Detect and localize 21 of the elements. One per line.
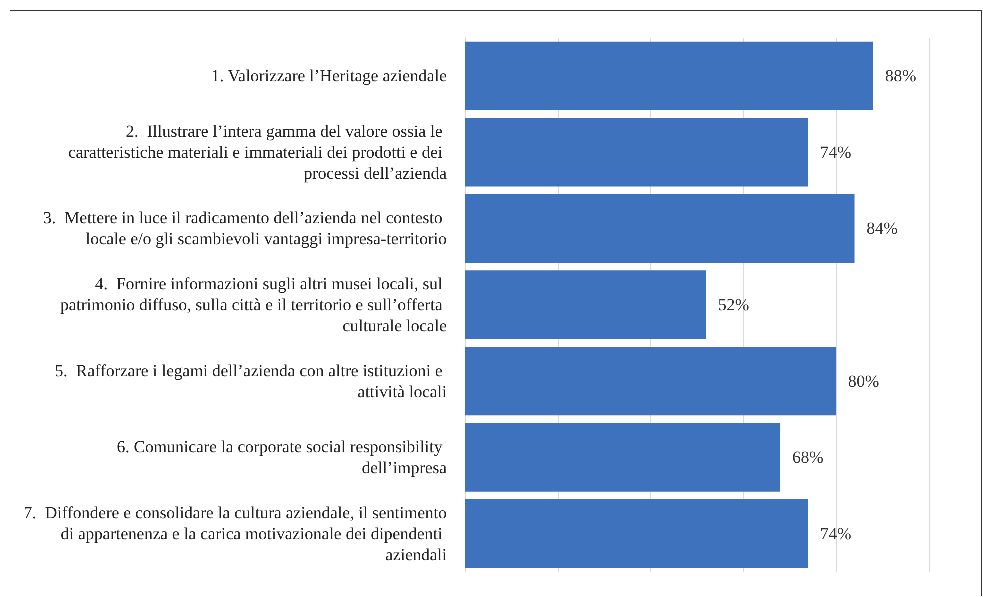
y-tick-label: 5. Rafforzare i legami dell’azienda con altre istituzioni e attività locali [55, 361, 448, 402]
y-tick-label: 1. Valorizzare l’Heritage aziendale [211, 66, 447, 86]
bar [465, 118, 808, 187]
y-tick-label: 7. Diffondere e consolidare la cultura aziendale, il sentimento di appartenenza e la carica motivazionale dei dipendenti aziendali [24, 503, 448, 564]
data-label: 80% [848, 372, 880, 391]
y-tick-label: 2. Illustrare l’intera gamma del valore ossia le caratteristiche materiali e immateriali dei prodotti e dei processi dell’azienda [68, 122, 448, 183]
data-label: 68% [792, 448, 824, 468]
data-label: 84% [866, 219, 898, 238]
data-label: 88% [885, 66, 916, 86]
y-tick-label: 4. Fornire informazioni sugli altri musei locali, sul patrimonio diffuso, sulla città e il territorio e sull’offerta culturale locale [60, 274, 447, 336]
y-tick-label: 6. Comunicare la corporate social responsibility dell’impresa [117, 438, 448, 478]
bar [465, 423, 781, 492]
data-label: 74% [820, 142, 852, 162]
data-label: 52% [718, 296, 750, 314]
bar [465, 346, 836, 416]
bar [465, 194, 855, 264]
bar [465, 270, 706, 340]
y-tick-label: 3. Mettere in luce il radicamento dell’azienda nel contesto locale e/o gli scambievoli vantaggi impresa-territorio [43, 208, 447, 249]
bar [465, 42, 874, 110]
data-label: 74% [820, 524, 852, 544]
bar [465, 500, 808, 568]
